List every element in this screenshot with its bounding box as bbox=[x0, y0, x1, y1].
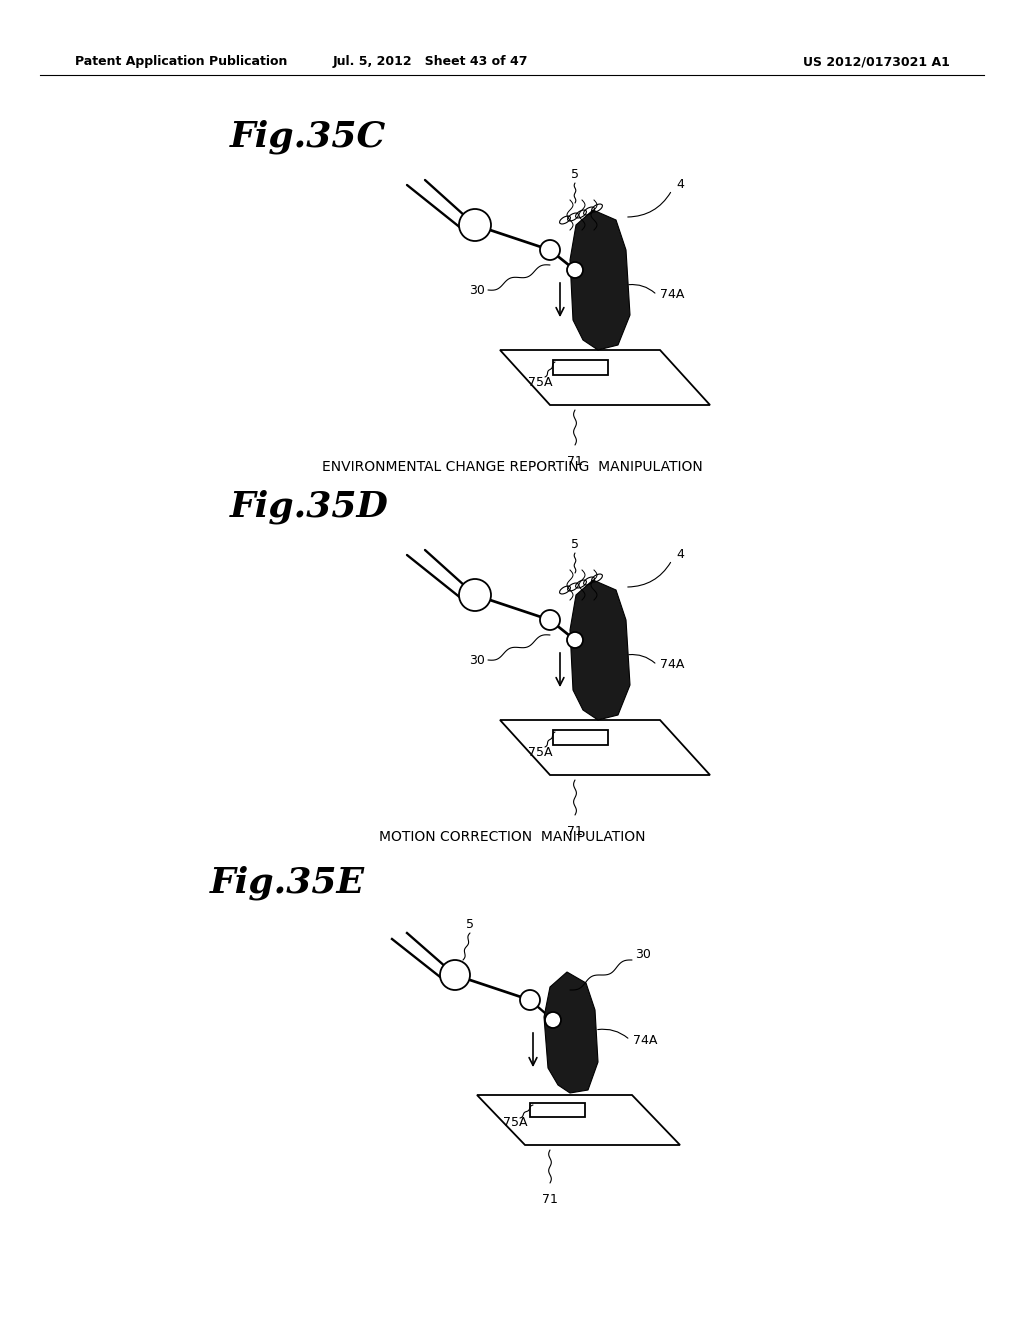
Circle shape bbox=[440, 960, 470, 990]
Text: 30: 30 bbox=[469, 653, 485, 667]
Text: 75A: 75A bbox=[527, 746, 552, 759]
Polygon shape bbox=[544, 972, 598, 1093]
Bar bbox=[553, 360, 607, 375]
Text: 5: 5 bbox=[571, 169, 579, 181]
Text: 75A: 75A bbox=[503, 1117, 527, 1130]
Circle shape bbox=[520, 990, 540, 1010]
Bar bbox=[529, 1104, 585, 1117]
Text: 74A: 74A bbox=[633, 1034, 657, 1047]
Circle shape bbox=[540, 240, 560, 260]
Circle shape bbox=[459, 579, 490, 611]
Polygon shape bbox=[570, 210, 630, 350]
Circle shape bbox=[540, 610, 560, 630]
Text: 74A: 74A bbox=[660, 659, 684, 672]
Circle shape bbox=[567, 261, 583, 279]
Text: 74A: 74A bbox=[660, 289, 684, 301]
Text: 5: 5 bbox=[466, 919, 474, 932]
Circle shape bbox=[545, 1012, 561, 1028]
Text: 4: 4 bbox=[676, 549, 684, 561]
Text: Jul. 5, 2012   Sheet 43 of 47: Jul. 5, 2012 Sheet 43 of 47 bbox=[332, 55, 527, 69]
Circle shape bbox=[459, 209, 490, 242]
Text: 5: 5 bbox=[571, 539, 579, 552]
Text: MOTION CORRECTION  MANIPULATION: MOTION CORRECTION MANIPULATION bbox=[379, 830, 645, 843]
Text: 71: 71 bbox=[567, 825, 583, 838]
Text: Fig.35E: Fig.35E bbox=[210, 865, 365, 899]
Text: 75A: 75A bbox=[527, 375, 552, 388]
Text: Fig.35D: Fig.35D bbox=[230, 490, 389, 524]
Circle shape bbox=[567, 632, 583, 648]
Text: Fig.35C: Fig.35C bbox=[230, 120, 386, 154]
Text: US 2012/0173021 A1: US 2012/0173021 A1 bbox=[803, 55, 950, 69]
Text: 4: 4 bbox=[676, 178, 684, 191]
Bar bbox=[553, 730, 607, 744]
Text: 71: 71 bbox=[567, 455, 583, 469]
Text: ENVIRONMENTAL CHANGE REPORTING  MANIPULATION: ENVIRONMENTAL CHANGE REPORTING MANIPULAT… bbox=[322, 459, 702, 474]
Polygon shape bbox=[570, 579, 630, 719]
Text: Patent Application Publication: Patent Application Publication bbox=[75, 55, 288, 69]
Text: 30: 30 bbox=[635, 949, 651, 961]
Text: 30: 30 bbox=[469, 284, 485, 297]
Text: 71: 71 bbox=[542, 1193, 558, 1206]
